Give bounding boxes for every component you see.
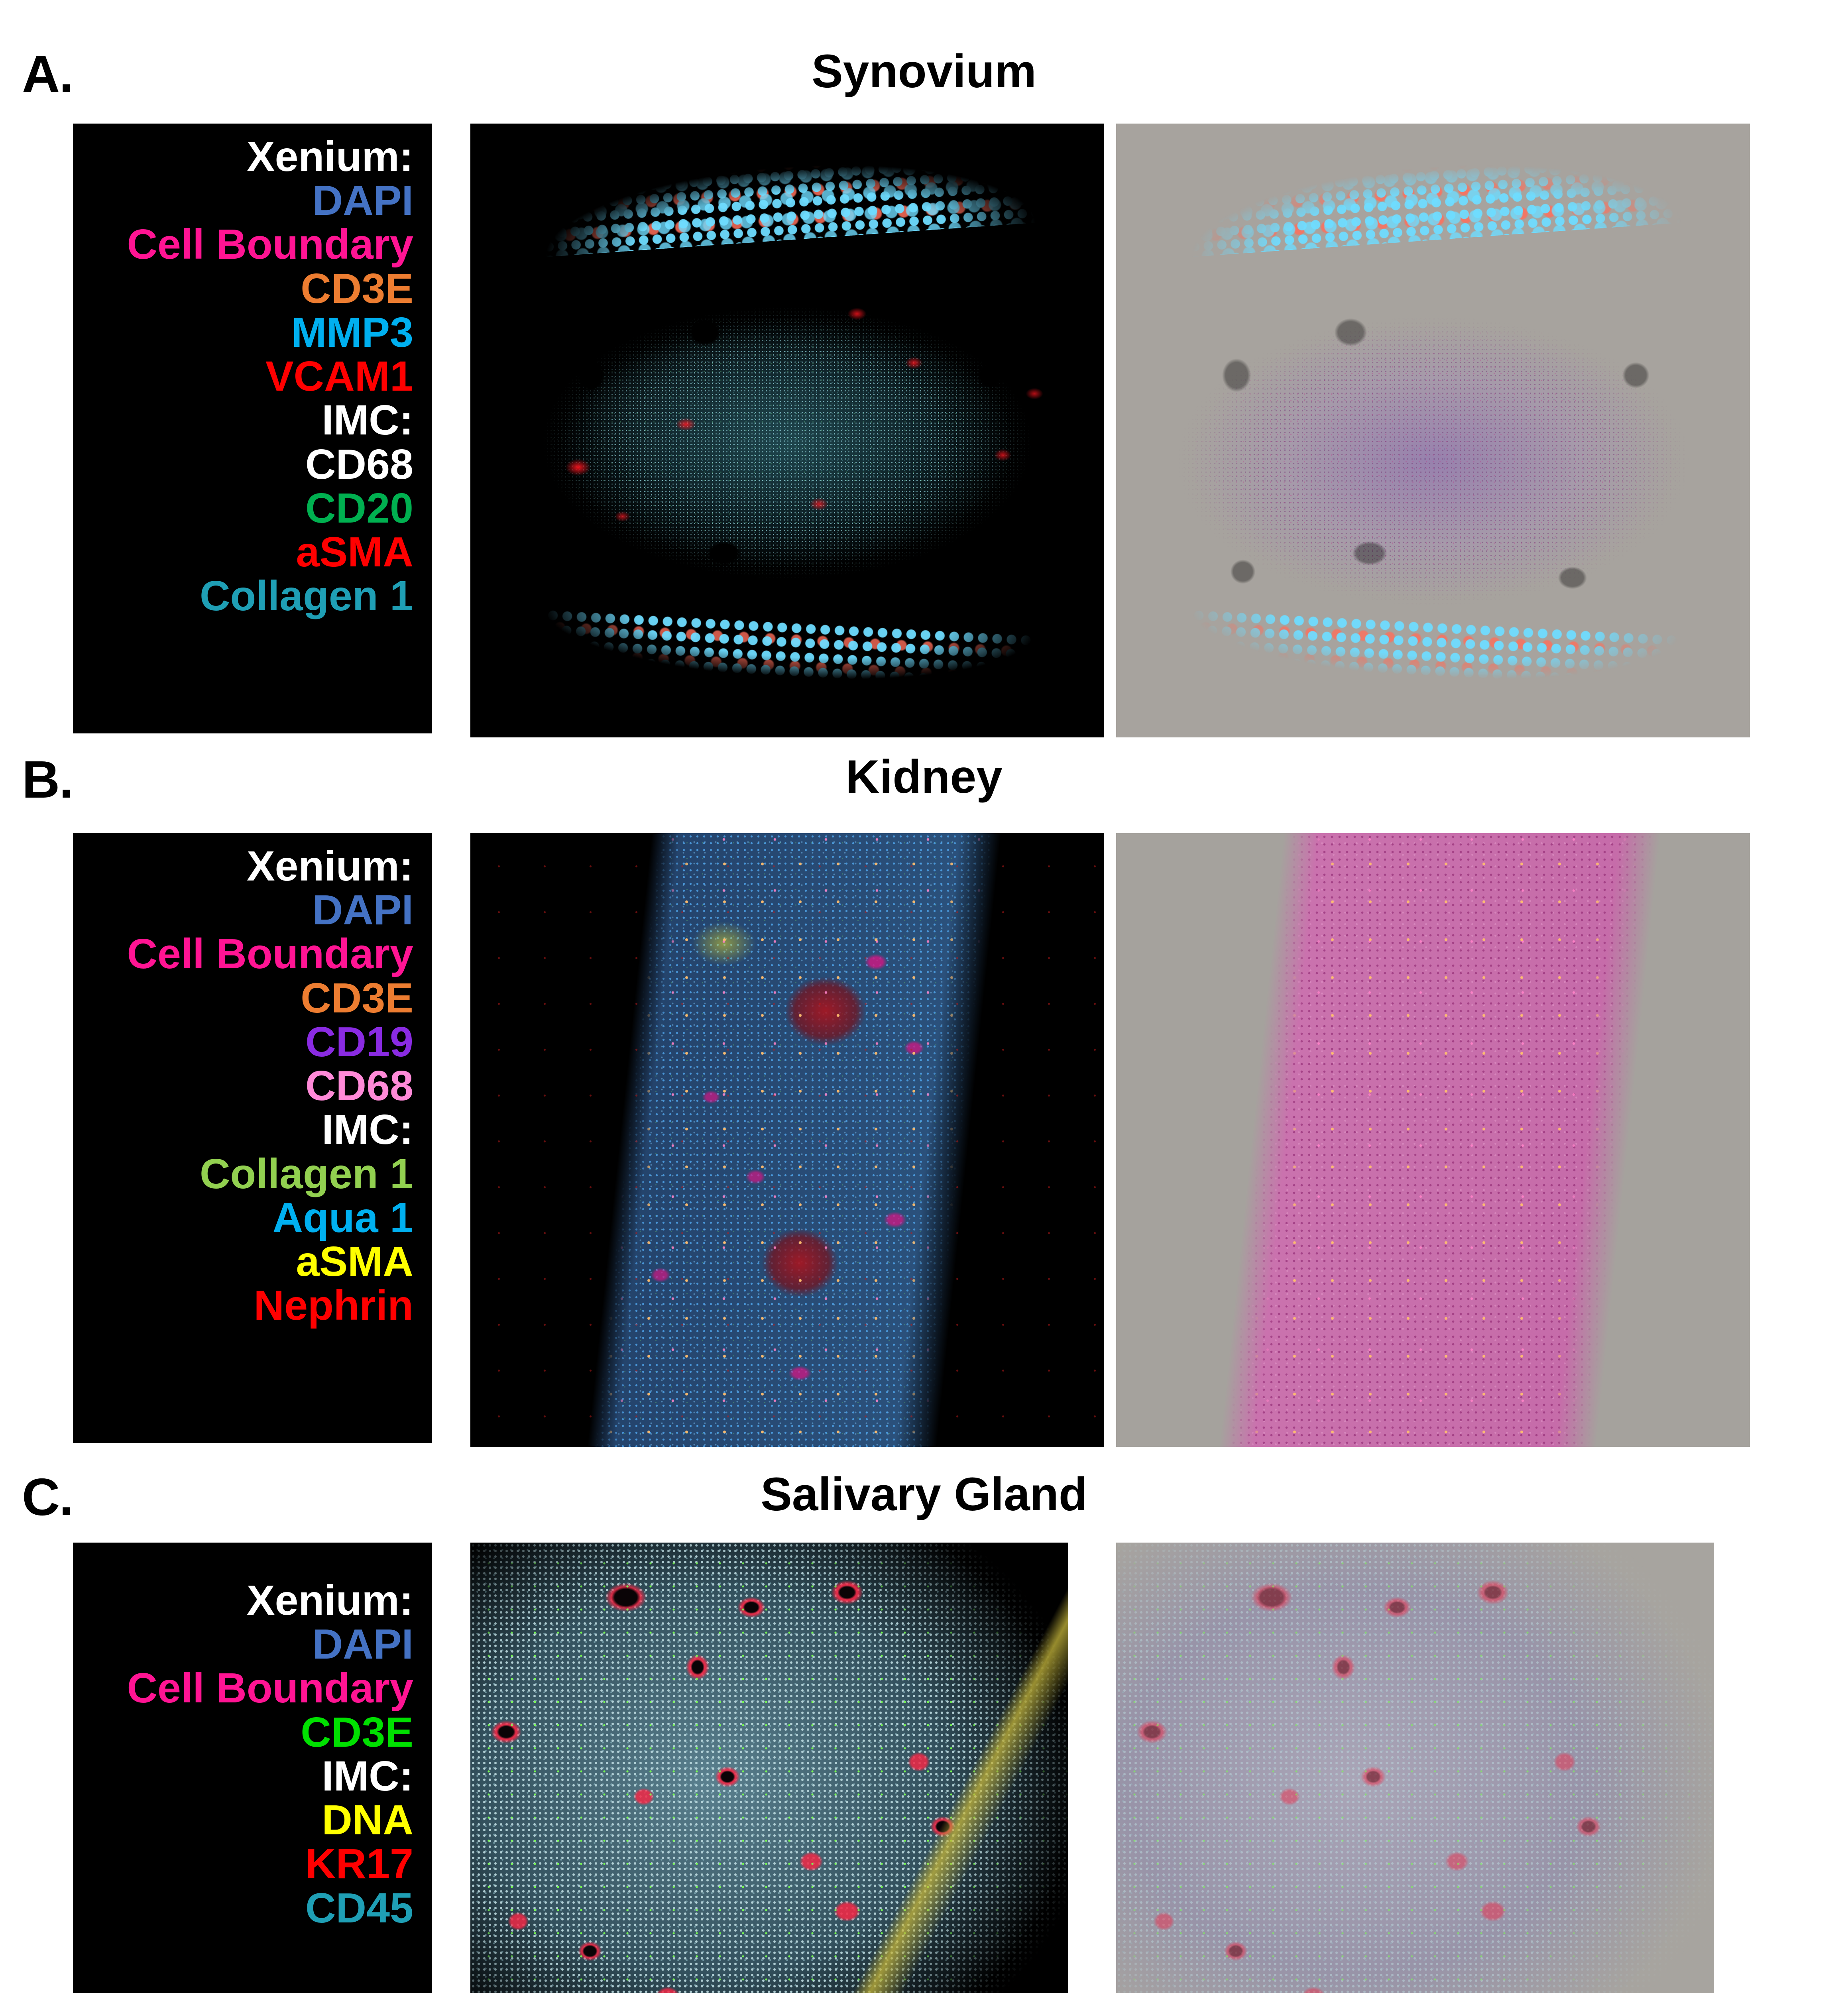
legend-item: CD3E xyxy=(301,265,413,312)
panel-letter-b: B. xyxy=(22,750,74,809)
image-synovium-xenium-imc-he xyxy=(1116,124,1750,737)
panel-letter-a: A. xyxy=(22,45,74,103)
panel-salivary-gland: C. Salivary Gland Xenium: DAPI Cell Boun… xyxy=(0,1467,1848,1993)
panel-title-kidney: Kidney xyxy=(845,751,1003,803)
legend-item: Xenium: xyxy=(246,1577,413,1624)
legend-item: Nephrin xyxy=(254,1282,413,1329)
panel-synovium: A. Synovium Xenium: DAPI Cell Boundary C… xyxy=(0,0,1848,749)
legend-item: KR17 xyxy=(305,1840,413,1888)
legend-item: aSMA xyxy=(296,1238,413,1285)
legend-synovium: Xenium: DAPI Cell Boundary CD3E MMP3 VCA… xyxy=(73,124,432,733)
legend-item: VCAM1 xyxy=(265,353,413,400)
legend-item: DNA xyxy=(322,1796,413,1844)
legend-item: Xenium: xyxy=(246,843,413,890)
legend-item: Collagen 1 xyxy=(199,572,413,620)
legend-salivary-gland: Xenium: DAPI Cell Boundary CD3E IMC: DNA… xyxy=(73,1543,432,1993)
legend-item: MMP3 xyxy=(291,309,413,356)
legend-item: CD20 xyxy=(305,484,413,532)
image-kidney-xenium-imc-he xyxy=(1116,833,1750,1447)
image-salivary-xenium-imc-he: 4100 4200 4300 4400 4500 4600 4700 4800 xyxy=(1116,1543,1714,1993)
legend-item: DAPI xyxy=(312,177,413,224)
legend-item: DAPI xyxy=(312,886,413,934)
panel-title-salivary-gland: Salivary Gland xyxy=(761,1468,1087,1521)
panel-letter-c: C. xyxy=(22,1468,74,1526)
panel-kidney: B. Kidney Xenium: DAPI Cell Boundary CD3… xyxy=(0,749,1848,1467)
legend-item: Aqua 1 xyxy=(272,1194,413,1241)
panel-title-synovium: Synovium xyxy=(812,45,1036,98)
legend-item: Cell Boundary xyxy=(127,221,413,268)
legend-item: CD3E xyxy=(301,974,413,1022)
background-noise xyxy=(470,833,1104,1447)
legend-item: IMC: xyxy=(322,1752,413,1800)
cd3e-transcripts xyxy=(1116,1543,1714,1993)
image-salivary-xenium-imc: 4100 4200 4300 4400 4500 4600 4700 xyxy=(470,1543,1068,1993)
legend-item: IMC: xyxy=(322,397,413,444)
legend-item: CD68 xyxy=(305,440,413,488)
transcript-specks xyxy=(1116,833,1750,1447)
legend-item: aSMA xyxy=(296,529,413,576)
legend-item: CD3E xyxy=(301,1708,413,1756)
legend-item: CD68 xyxy=(305,1062,413,1110)
legend-item: DAPI xyxy=(312,1621,413,1668)
legend-item: Xenium: xyxy=(246,133,413,180)
legend-item: Cell Boundary xyxy=(127,930,413,978)
tissue-edge xyxy=(470,1543,1068,1993)
image-kidney-xenium-imc xyxy=(470,833,1104,1447)
legend-item: IMC: xyxy=(322,1106,413,1154)
legend-item: CD19 xyxy=(305,1018,413,1065)
legend-item: CD45 xyxy=(305,1884,413,1932)
image-synovium-xenium-imc xyxy=(470,124,1104,737)
legend-item: Collagen 1 xyxy=(199,1150,413,1197)
legend-item: Cell Boundary xyxy=(127,1665,413,1712)
legend-kidney: Xenium: DAPI Cell Boundary CD3E CD19 CD6… xyxy=(73,833,432,1443)
